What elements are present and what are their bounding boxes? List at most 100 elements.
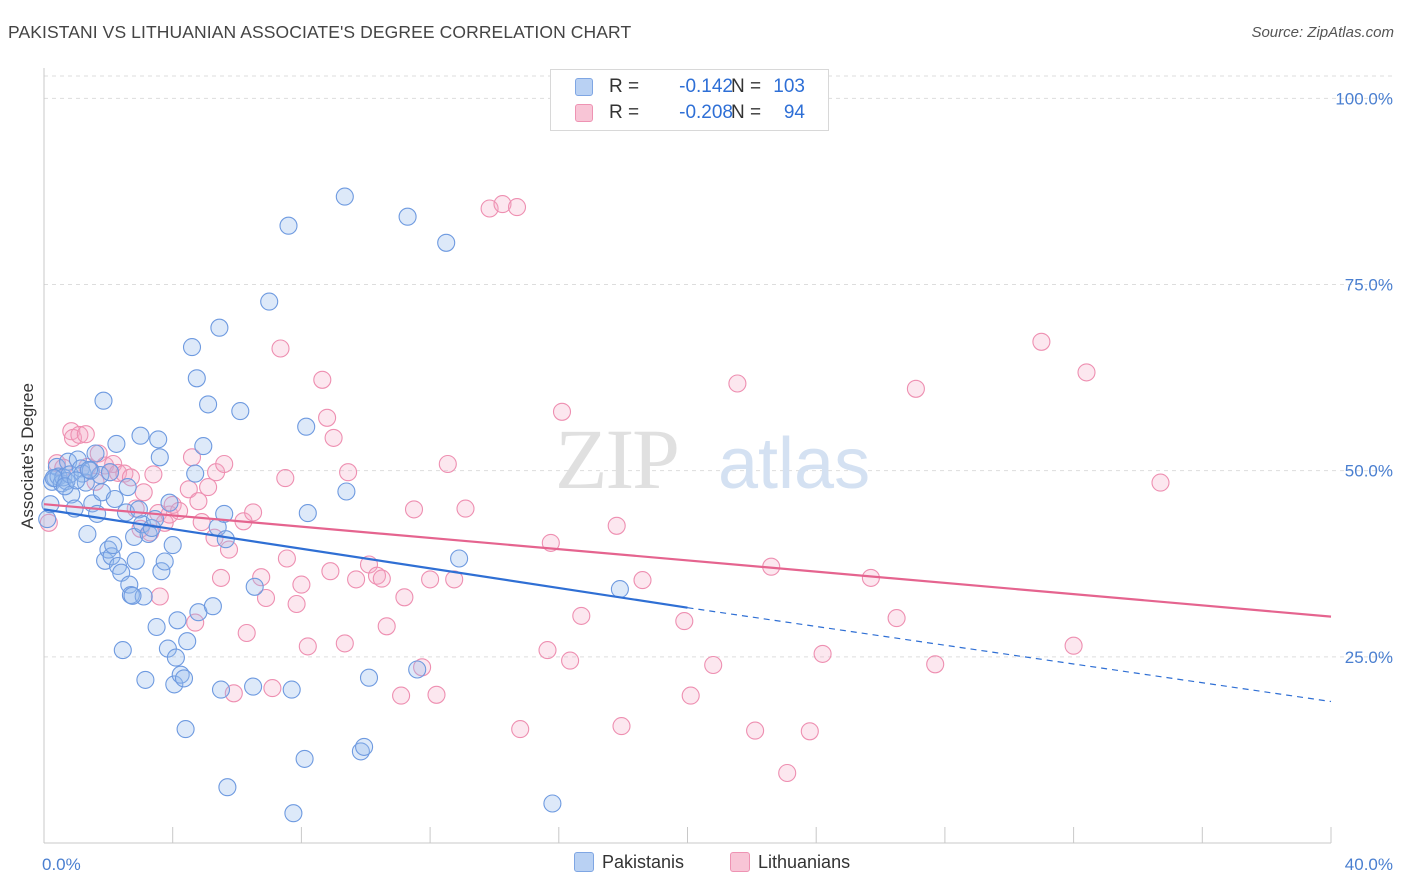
lithuanian-point	[445, 570, 464, 589]
pakistani-point	[231, 402, 250, 421]
lithuanian-point	[313, 370, 332, 389]
pakistani-point	[211, 680, 231, 699]
lithuanian-point	[728, 374, 747, 393]
pakistani-point	[81, 461, 100, 480]
lithuanian-point	[121, 468, 140, 487]
pakistani-point	[279, 216, 298, 235]
pakistani-point	[437, 233, 456, 252]
legend-n-label: N =	[731, 76, 762, 97]
grid-layer	[44, 75, 1392, 658]
legend-r-label: R =	[609, 76, 640, 97]
watermark: ZIP atlas	[555, 411, 870, 507]
pakistani-point	[118, 478, 137, 497]
lithuanian-point	[347, 570, 366, 589]
stats-legend: R = -0.142 N = 103 R = -0.208 N = 94	[550, 69, 829, 131]
x-tick-label: 40.0%	[1345, 855, 1393, 874]
pakistani-point	[94, 391, 113, 410]
lithuanian-point	[150, 587, 169, 606]
lithuanian-point	[392, 686, 411, 705]
lithuanian-point	[219, 540, 239, 559]
lithuanian-point	[186, 613, 205, 632]
trend-layer	[43, 503, 1332, 703]
pakistani-point	[160, 493, 179, 512]
lithuanian-point	[189, 492, 208, 511]
legend-n-value: 103	[773, 76, 805, 97]
pakistani-point	[86, 444, 105, 463]
legend-swatch-blue	[574, 852, 594, 872]
lithuanian-point	[215, 454, 234, 474]
lithuanian-point	[144, 465, 163, 484]
pakistani-point	[297, 417, 316, 436]
lithuanian-point	[252, 568, 271, 587]
lithuanian-point	[813, 644, 832, 663]
lithuanian-point	[633, 571, 652, 590]
legend-label-lithuanians: Lithuanians	[758, 852, 851, 872]
legend-item-lithuanians: Lithuanians	[730, 852, 850, 873]
lithuanian-point	[507, 198, 527, 217]
lithuanian-point	[263, 679, 282, 698]
lithuanian-point	[887, 609, 906, 628]
pakistani-point	[260, 292, 279, 311]
watermark-zip: ZIP	[555, 411, 678, 507]
legend-swatch-pink	[730, 852, 750, 872]
pakistani-point	[150, 448, 169, 467]
lithuanian-point	[1077, 363, 1096, 382]
pakistani-point	[610, 580, 629, 599]
y-tick-label: 100.0%	[1335, 89, 1393, 108]
lithuanian-point	[778, 763, 797, 783]
pakistani-point	[163, 536, 182, 555]
pakistani-point	[218, 778, 237, 797]
pakistani-point	[165, 675, 184, 694]
legend-r-label: R =	[609, 102, 640, 123]
lithuanian-point	[377, 617, 396, 636]
pakistani-point	[182, 338, 202, 357]
pakistani-point	[123, 586, 142, 605]
pakistani-point	[186, 464, 205, 483]
lithuanian-point	[277, 549, 296, 568]
lithuanian-point	[552, 402, 572, 421]
lithuanian-point	[287, 594, 306, 614]
pakistani-point	[199, 395, 218, 414]
pakistani-point	[335, 187, 354, 206]
pakistani-point	[178, 632, 197, 651]
lithuanian-point	[438, 454, 457, 474]
lithuanian-point	[256, 588, 276, 608]
lithuanian-point	[292, 575, 311, 594]
lithuanian-point	[179, 480, 198, 499]
pakistani-point	[398, 207, 417, 226]
chart-source: Source: ZipAtlas.com	[1251, 24, 1394, 41]
lithuanian-point	[404, 500, 424, 519]
pakistani-point	[174, 669, 194, 688]
lithuanian-point	[675, 612, 694, 631]
lithuanian-point	[746, 721, 765, 740]
lithuanian-point	[1151, 473, 1170, 492]
lithuanian-point	[298, 637, 317, 656]
pakistani-point	[187, 369, 206, 388]
lithuanian-point	[339, 463, 358, 482]
lithuanian-point	[493, 195, 512, 214]
pakistani-point	[155, 552, 174, 571]
lithuanian-point	[926, 655, 945, 674]
lithuanian-point	[367, 566, 387, 585]
lithuanian-point	[76, 425, 95, 444]
legend-n-label: N =	[731, 102, 762, 123]
pakistani-point	[113, 641, 132, 660]
lithuanian-point	[1064, 636, 1083, 655]
lithuanian-point	[538, 641, 557, 660]
pakistani-point	[107, 434, 126, 453]
lithuanian-point	[456, 499, 475, 518]
pakistani-point	[126, 551, 145, 570]
pakistani-point	[543, 794, 562, 813]
pakistani-point	[282, 680, 301, 699]
lithuanian-point	[321, 562, 340, 581]
pakistani-point	[104, 536, 123, 555]
lithuanian-point	[395, 588, 414, 607]
lithuanian-point	[211, 568, 231, 587]
lithuanian-point	[800, 722, 819, 741]
legend-item-pakistanis: Pakistanis	[574, 852, 684, 873]
legend-r-value: -0.142	[679, 76, 733, 97]
legend-swatch-pink	[575, 104, 593, 122]
pakistani-point	[136, 670, 155, 689]
legend-label-pakistanis: Pakistanis	[602, 852, 685, 872]
